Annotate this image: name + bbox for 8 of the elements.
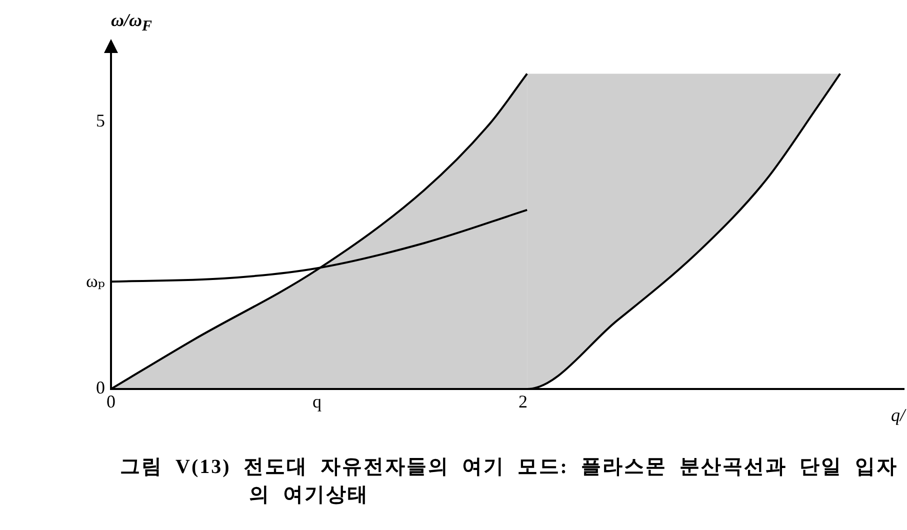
x-tick-label: q <box>312 392 322 412</box>
y-tick-label: 5 <box>96 110 105 131</box>
y-tick-label: 0 <box>96 378 105 398</box>
x-tick-label: 2 <box>518 392 528 412</box>
text: 그림 V(13) 전도대 자유전자들의 여기 모드: 플라스몬 분산곡선과 단일 입자의 여기상태 <box>120 455 899 508</box>
y-tick-label: ωₚ <box>86 270 105 291</box>
y-axis-title: ω/ω$_{F}$ <box>111 10 152 36</box>
x-axis-title: q/ <box>890 405 905 426</box>
